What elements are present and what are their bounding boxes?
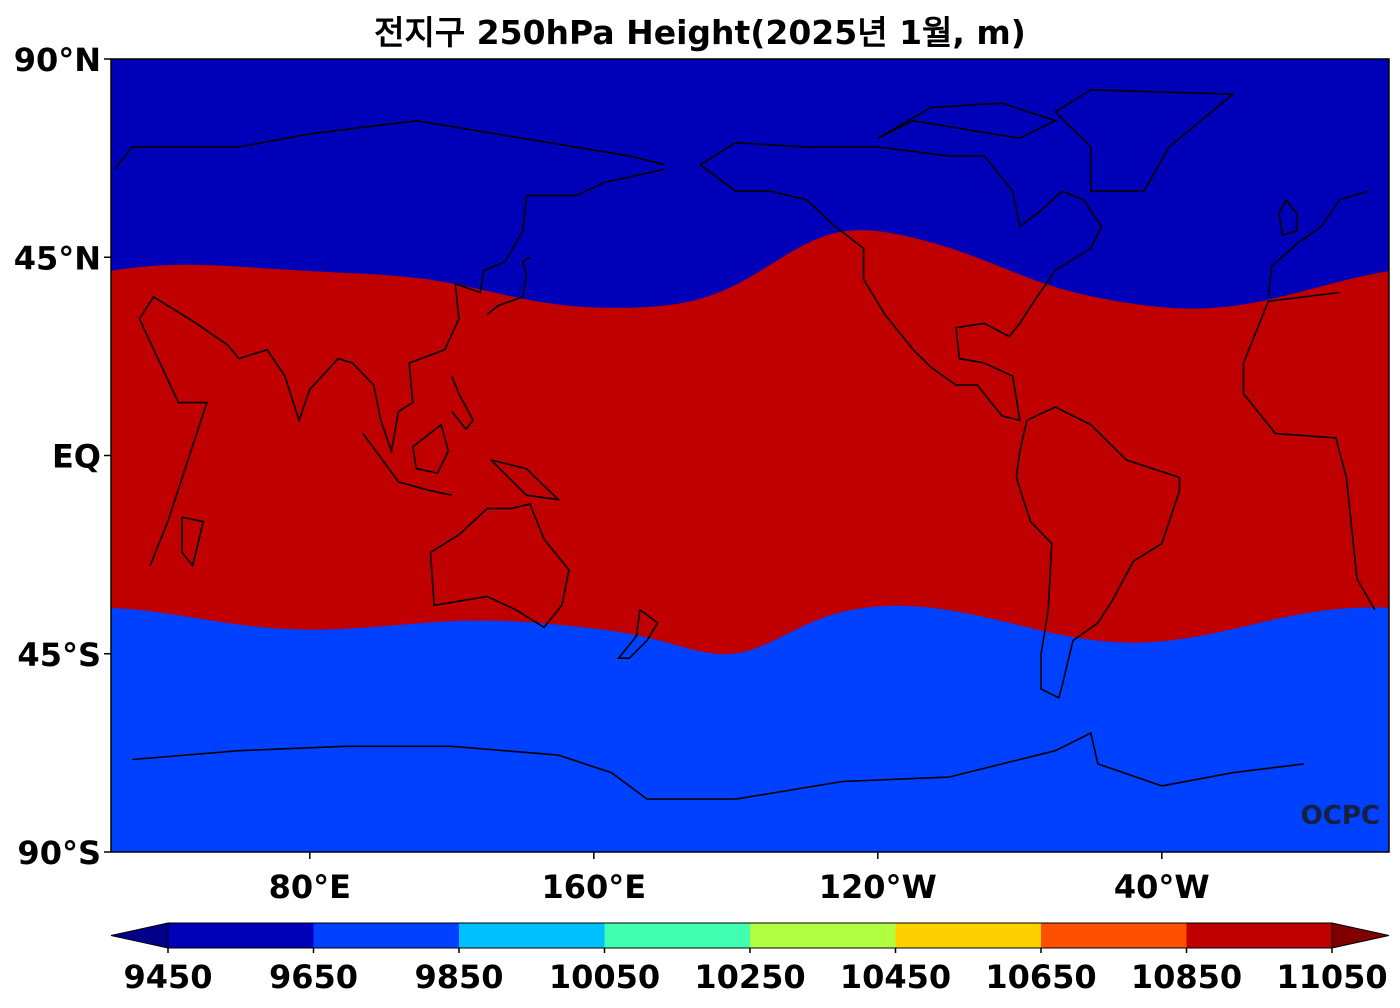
lon-tick-label: 160°E [541, 868, 646, 906]
coastline-4 [362, 433, 452, 496]
coastline-14 [877, 102, 1058, 140]
coastline-9 [616, 609, 659, 659]
ocpc-watermark: OCPC [1301, 801, 1380, 831]
coastline-2 [138, 168, 665, 455]
coastline-7 [451, 375, 475, 431]
colorbar-level-label: 10450 [840, 958, 951, 996]
lat-tick-label: 45°N [14, 239, 101, 277]
colorbar-level-label: 10050 [549, 958, 660, 996]
coastlines [113, 88, 1376, 800]
contour-band-south-7 [111, 605, 1389, 852]
colorbar-segment [1041, 923, 1187, 948]
contour-field [111, 59, 1389, 852]
colorbar-level-label: 10850 [1131, 958, 1242, 996]
coastline-15 [1278, 198, 1298, 236]
coastline-8 [429, 503, 570, 629]
lat-tick-label: 90°S [17, 834, 101, 872]
colorbar-level-label: 10250 [694, 958, 805, 996]
lon-tick-label: 40°W [1114, 868, 1210, 906]
coastline-10 [699, 141, 1103, 422]
longitude-axis: 80°E 160°E 120°W 40°W [269, 852, 1210, 906]
coastline-13 [132, 731, 1304, 800]
colorbar-over-extension [1331, 922, 1390, 949]
colorbar-level-label: 9450 [123, 958, 212, 996]
coastline-12 [1015, 406, 1181, 699]
colorbar: 9450 9650 9850 10050 10250 10450 10650 10850 110… [110, 922, 1390, 996]
colorbar-level-label: 10650 [985, 958, 1096, 996]
lat-tick-label: 90°N [14, 41, 101, 79]
colorbar-segment [459, 923, 605, 948]
lon-tick-label: 80°E [269, 868, 351, 906]
lon-tick-label: 120°W [819, 868, 937, 906]
colorbar-under-extension [110, 922, 169, 949]
coastline-3 [486, 256, 531, 316]
contour-band-north-7 [111, 59, 1389, 309]
colorbar-level-label: 11050 [1276, 958, 1387, 996]
colorbar-level-label: 9850 [414, 958, 503, 996]
colorbar-segment [750, 923, 896, 948]
colorbar-segment [1186, 923, 1333, 948]
coastline-11 [1054, 88, 1235, 192]
map-title: 전지구 250hPa Height(2025년 1월, m) [374, 13, 1026, 52]
lat-tick-label: EQ [52, 438, 101, 476]
coastline-16 [181, 516, 205, 568]
colorbar-segment [313, 923, 460, 948]
colorbar-segment [895, 923, 1042, 948]
colorbar-segment [168, 923, 314, 948]
coastline-5 [412, 423, 450, 475]
colorbar-level-label: 9650 [269, 958, 358, 996]
coastline-6 [490, 459, 561, 501]
colorbar-segment [604, 923, 751, 948]
coastline-0 [138, 291, 1376, 611]
coastline-1 [113, 119, 1368, 297]
lat-tick-label: 45°S [17, 636, 101, 674]
latitude-axis: 90°N 45°N EQ 45°S 90°S [14, 41, 111, 872]
